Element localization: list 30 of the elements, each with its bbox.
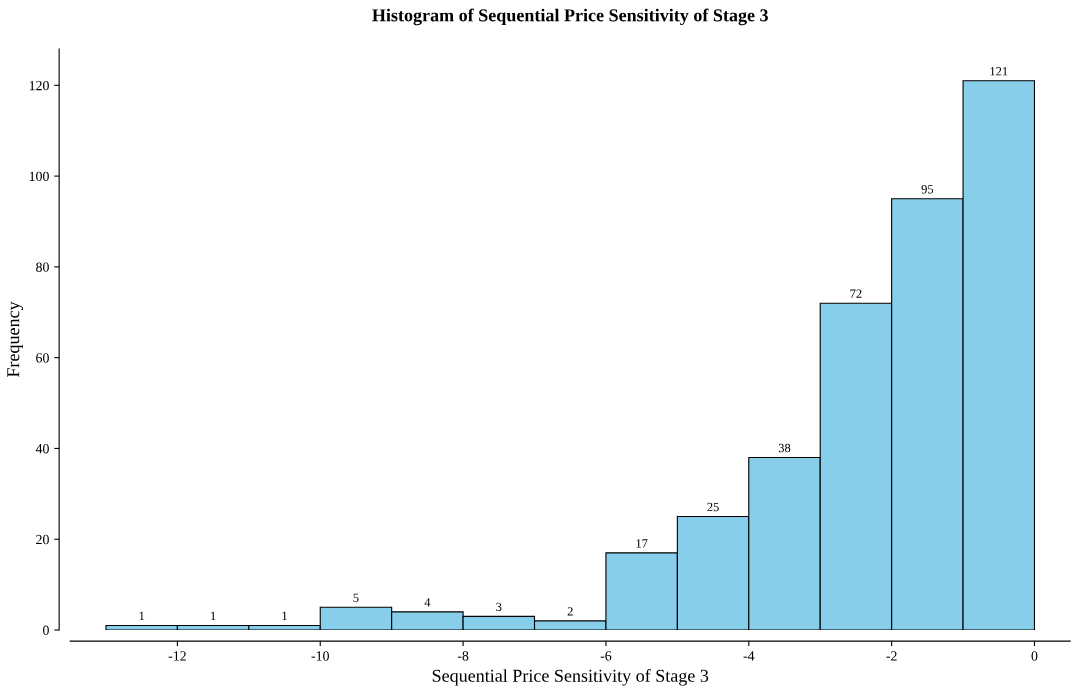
data-label: 1: [282, 611, 287, 621]
data-label: 4: [424, 598, 431, 607]
data-label: 38: [778, 443, 791, 453]
y-axis-title: Frequency: [7, 301, 24, 378]
data-label: 72: [850, 289, 862, 298]
x-axis-title: Sequential Price Sensitivity of Stage 3: [432, 668, 709, 686]
data-label: 1: [139, 611, 145, 621]
x-tick-label: -10: [311, 651, 329, 661]
y-tick-label: 120: [29, 80, 49, 91]
data-label: 5: [353, 593, 359, 602]
y-tick-label: 20: [36, 534, 49, 545]
data-label: 121: [990, 67, 1008, 76]
y-tick-label: 40: [35, 444, 49, 454]
data-label: 95: [921, 185, 934, 194]
chart-title: Histogram of Sequential Price Sensitivity of Stage 3: [372, 8, 768, 26]
x-tick-label: -2: [886, 651, 897, 661]
x-tick-label: -8: [457, 651, 469, 661]
y-tick-label: 80: [36, 262, 49, 272]
data-label: 2: [567, 607, 573, 616]
y-tick-label: 60: [36, 353, 49, 363]
x-tick-label: -6: [600, 651, 612, 661]
y-tick-label: 100: [29, 171, 49, 182]
x-tick-label: -12: [168, 651, 186, 661]
x-tick-label: -4: [743, 651, 755, 661]
data-label: 25: [707, 502, 719, 512]
data-label: 17: [636, 539, 648, 548]
data-label: 3: [496, 602, 502, 612]
data-label: 1: [211, 611, 216, 621]
x-tick-label: 0: [1031, 651, 1038, 661]
y-tick-label: 0: [43, 625, 49, 635]
